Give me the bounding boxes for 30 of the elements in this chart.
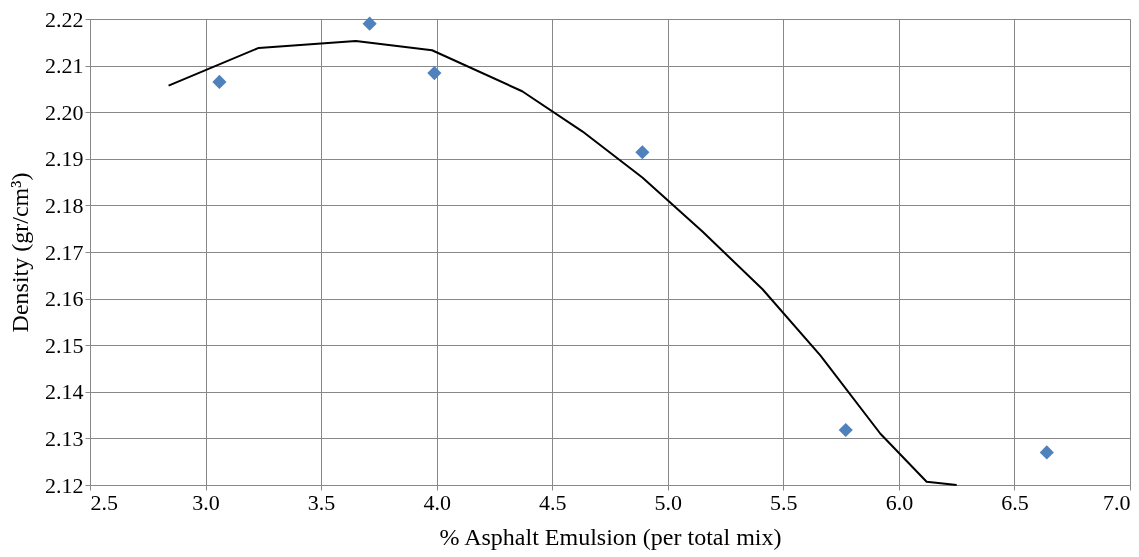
y-tick-label: 2.22 [45, 6, 84, 32]
text: 4.5 [538, 489, 567, 515]
text: 3.5 [307, 489, 336, 515]
y-tick-label: 2.12 [45, 472, 84, 498]
y-tick-label: 2.18 [45, 192, 84, 218]
y-tick-label: 2.13 [45, 425, 84, 451]
x-tick-label: 7.0 [1103, 489, 1131, 515]
line-series [167, 39, 958, 486]
x-tick-label: 5.0 [654, 489, 683, 515]
y-tick-label: 2.16 [45, 286, 84, 312]
y-axis-title: Density (gr/cm³) [7, 172, 33, 333]
text: 6.5 [1001, 489, 1029, 515]
point [427, 65, 442, 81]
point [838, 422, 853, 438]
y-tick-label: 2.15 [45, 332, 84, 358]
x-axis-title: % Asphalt Emulsion (per total mix) [439, 523, 782, 550]
point [635, 145, 650, 160]
y-tick-label: 2.17 [45, 239, 84, 265]
y-tick-label: 2.21 [45, 53, 84, 79]
x-tick-label: 4.0 [423, 489, 451, 515]
text: 5.5 [770, 489, 798, 515]
text: 2.5 [90, 489, 118, 515]
point [212, 74, 227, 89]
y-tick-label: 2.20 [45, 99, 84, 125]
y-tick-label: 2.19 [45, 146, 84, 172]
point [1039, 445, 1054, 460]
point [362, 16, 377, 31]
x-tick-label: 6.0 [885, 489, 914, 515]
y-tick-label: 2.14 [45, 379, 84, 405]
x-tick-label: 3.0 [192, 489, 220, 515]
